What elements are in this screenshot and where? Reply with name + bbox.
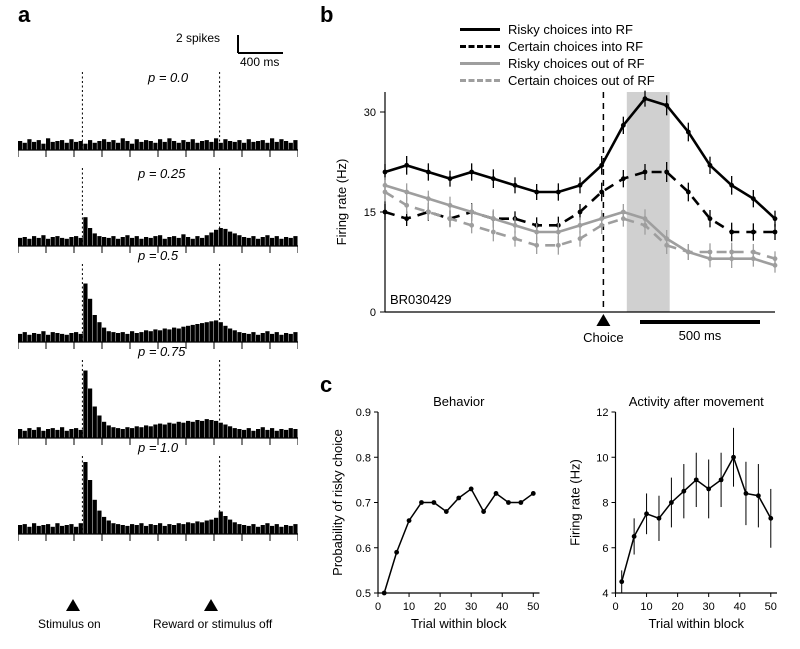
p-label: p = 0.0	[148, 70, 188, 85]
svg-text:0.9: 0.9	[356, 407, 371, 419]
svg-text:Firing rate (Hz): Firing rate (Hz)	[334, 159, 349, 246]
svg-text:Probability of risky choice: Probability of risky choice	[330, 429, 345, 576]
svg-text:50: 50	[765, 601, 777, 613]
svg-text:0.5: 0.5	[356, 588, 371, 600]
svg-text:8: 8	[602, 498, 608, 510]
svg-text:30: 30	[703, 601, 715, 613]
histogram-row: p = 0.25	[18, 168, 298, 256]
p-label: p = 0.75	[138, 344, 185, 359]
legend-item: Certain choices out of RF	[460, 73, 655, 88]
svg-text:10: 10	[596, 452, 608, 464]
svg-text:50: 50	[527, 601, 539, 613]
histogram-row: p = 1.0	[18, 456, 298, 544]
histogram-stack: p = 0.0p = 0.25p = 0.5p = 0.75p = 1.0	[18, 72, 298, 552]
svg-text:0.6: 0.6	[356, 543, 371, 555]
svg-text:Trial within block: Trial within block	[648, 616, 744, 631]
svg-text:40: 40	[734, 601, 746, 613]
svg-text:6: 6	[602, 543, 608, 555]
svg-text:0: 0	[612, 601, 618, 613]
svg-text:15: 15	[364, 207, 376, 219]
svg-text:0: 0	[375, 601, 381, 613]
scalebar-ms-text: 400 ms	[240, 55, 279, 69]
svg-text:BR030429: BR030429	[390, 292, 451, 307]
reward-off-arrow-icon	[204, 599, 218, 611]
reward-off-label: Reward or stimulus off	[153, 617, 272, 631]
histogram-row: p = 0.5	[18, 264, 298, 352]
svg-text:500 ms: 500 ms	[679, 328, 722, 343]
panel-c: 0.50.60.70.80.901020304050BehaviorProbab…	[330, 390, 785, 635]
stimulus-on-arrow-icon	[66, 599, 80, 611]
svg-text:0.8: 0.8	[356, 452, 371, 464]
panel-b: Risky choices into RF Certain choices int…	[330, 22, 785, 352]
svg-text:40: 40	[496, 601, 508, 613]
svg-text:20: 20	[434, 601, 446, 613]
p-label: p = 1.0	[138, 440, 178, 455]
svg-text:Activity after movement: Activity after movement	[629, 394, 764, 409]
svg-text:4: 4	[602, 588, 608, 600]
svg-text:0: 0	[370, 307, 376, 319]
svg-text:0.7: 0.7	[356, 498, 371, 510]
legend-item: Risky choices out of RF	[460, 56, 655, 71]
p-label: p = 0.25	[138, 166, 185, 181]
svg-text:30: 30	[465, 601, 477, 613]
legend-item: Certain choices into RF	[460, 39, 655, 54]
stimulus-on-label: Stimulus on	[38, 617, 101, 631]
histogram-row: p = 0.75	[18, 360, 298, 448]
legend-text: Risky choices into RF	[508, 22, 633, 37]
svg-text:Behavior: Behavior	[433, 394, 485, 409]
p-label: p = 0.5	[138, 248, 178, 263]
panel-c-charts: 0.50.60.70.80.901020304050BehaviorProbab…	[330, 390, 785, 635]
svg-text:12: 12	[596, 407, 608, 419]
svg-text:Trial within block: Trial within block	[411, 616, 507, 631]
svg-text:Choice: Choice	[583, 330, 623, 345]
legend-text: Risky choices out of RF	[508, 56, 645, 71]
histogram-row: p = 0.0	[18, 72, 298, 160]
svg-text:20: 20	[671, 601, 683, 613]
legend-text: Certain choices out of RF	[508, 73, 655, 88]
svg-text:10: 10	[403, 601, 415, 613]
scalebar-spikes-text: 2 spikes	[176, 31, 220, 45]
legend-item: Risky choices into RF	[460, 22, 655, 37]
svg-text:10: 10	[640, 601, 652, 613]
panel-a: 2 spikes 400 ms p = 0.0p = 0.25p = 0.5p …	[18, 22, 298, 607]
panel-b-legend: Risky choices into RF Certain choices int…	[460, 22, 655, 90]
figure-root: a b c 2 spikes 400 ms p = 0.0p = 0.25p =…	[0, 0, 800, 649]
legend-text: Certain choices into RF	[508, 39, 643, 54]
svg-text:Firing rate (Hz): Firing rate (Hz)	[568, 459, 583, 546]
scale-bar: 2 spikes 400 ms	[178, 27, 288, 67]
svg-text:30: 30	[364, 107, 376, 119]
